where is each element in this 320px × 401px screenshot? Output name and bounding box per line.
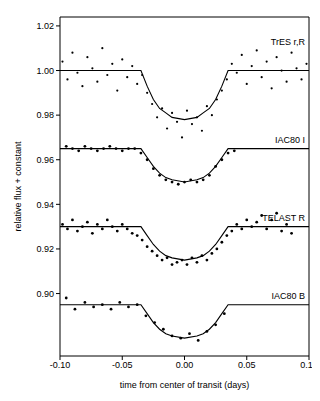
svg-text:-0.10: -0.10 (50, 360, 71, 370)
svg-text:0.05: 0.05 (238, 360, 256, 370)
svg-text:1.00: 1.00 (36, 66, 54, 76)
svg-text:IAC80 I: IAC80 I (275, 135, 305, 145)
svg-text:1.02: 1.02 (36, 21, 54, 31)
svg-text:IAC80 B: IAC80 B (271, 291, 305, 301)
svg-text:time from center of transit (d: time from center of transit (days) (120, 380, 250, 390)
svg-text:0.94: 0.94 (36, 200, 54, 210)
svg-text:0.96: 0.96 (36, 155, 54, 165)
svg-text:0.90: 0.90 (36, 289, 54, 299)
svg-text:TELAST R: TELAST R (262, 213, 305, 223)
svg-text:relative flux + constant: relative flux + constant (13, 141, 23, 231)
svg-text:-0.05: -0.05 (112, 360, 133, 370)
svg-text:0.92: 0.92 (36, 244, 54, 254)
svg-text:0.00: 0.00 (176, 360, 194, 370)
svg-text:0.98: 0.98 (36, 110, 54, 120)
svg-text:0.10: 0.10 (300, 360, 312, 370)
svg-text:TrES r,R: TrES r,R (271, 37, 306, 47)
